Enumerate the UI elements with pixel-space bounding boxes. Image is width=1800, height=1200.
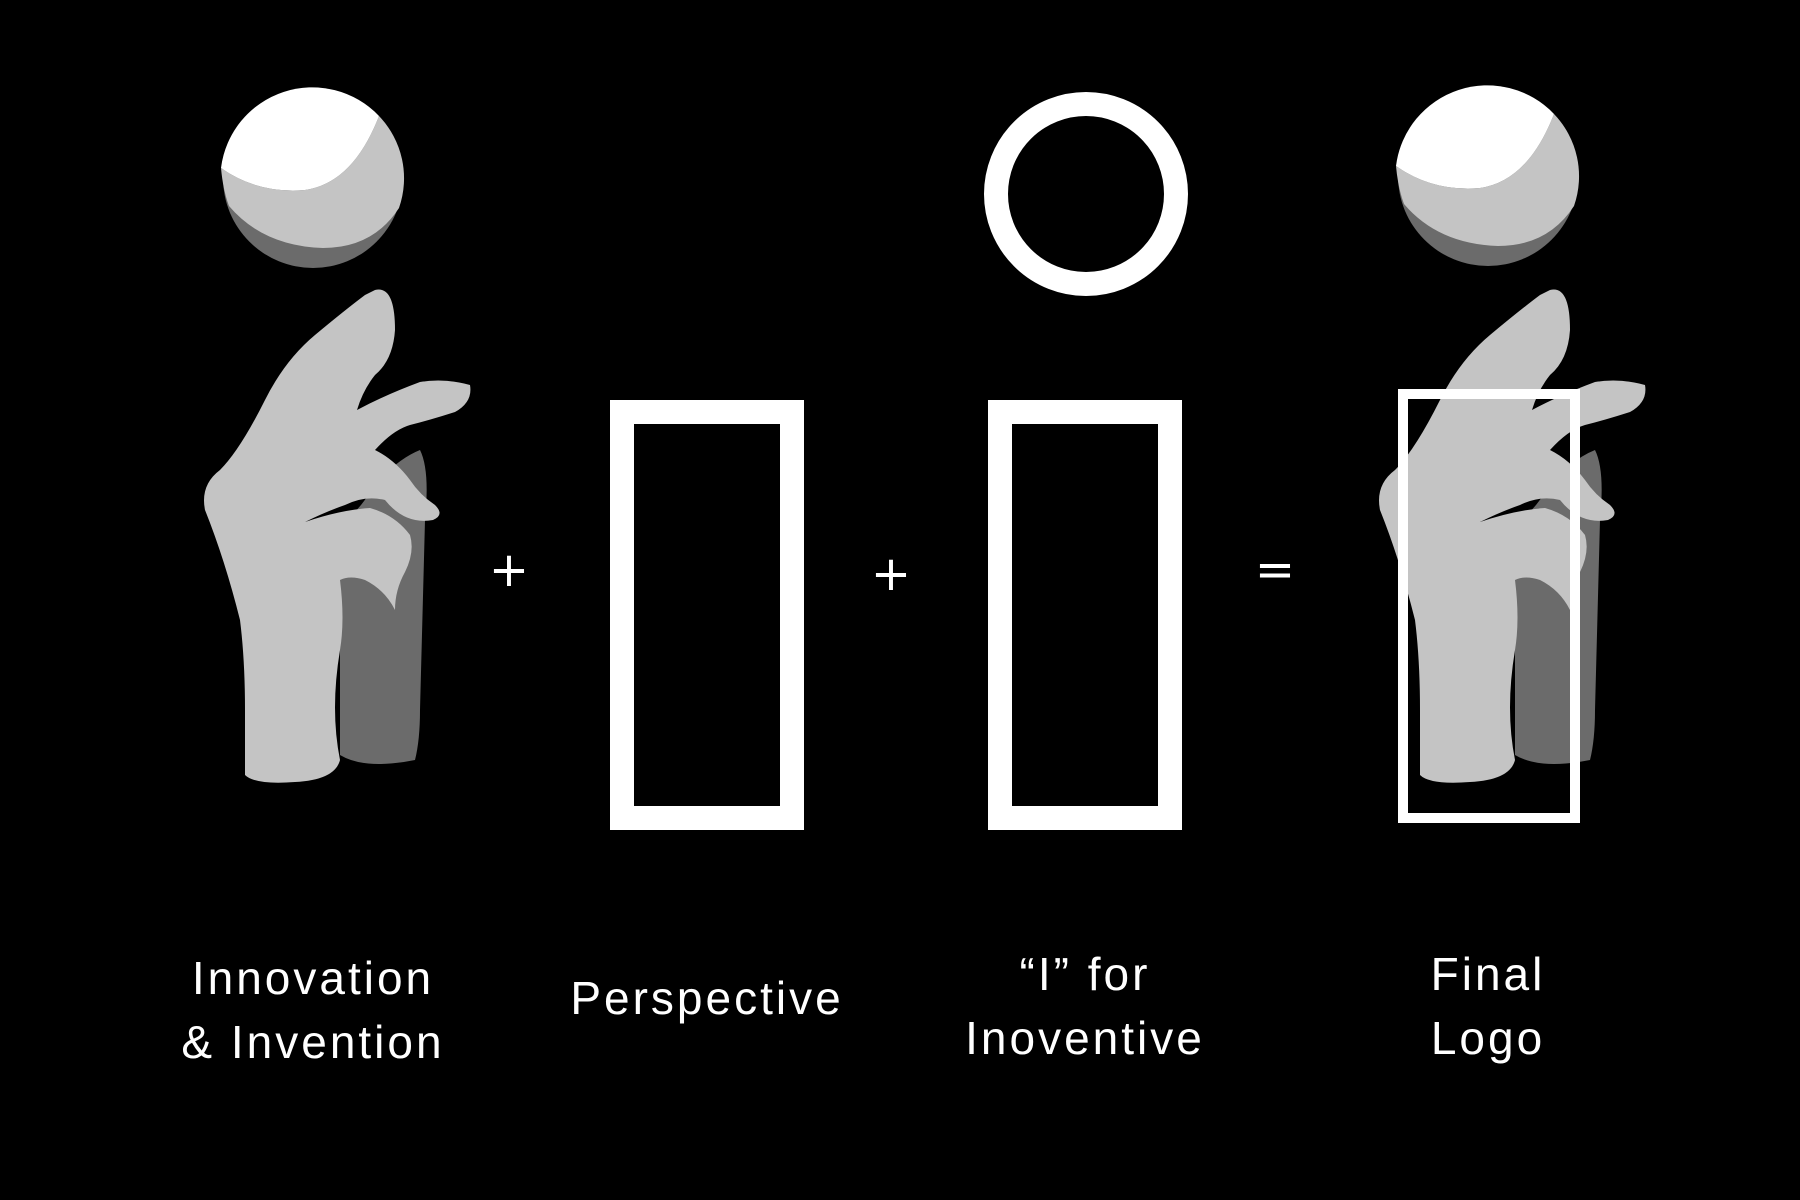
- caption-innovation-line1: Innovation: [191, 952, 435, 1004]
- caption-perspective-line1: Perspective: [570, 972, 844, 1024]
- caption-final-logo-line1: Final: [1430, 948, 1546, 1000]
- caption-final-logo-line2: Logo: [1430, 1012, 1546, 1064]
- equals-operator: =: [1254, 542, 1296, 598]
- final-logo-icon: [1379, 85, 1646, 823]
- caption-innovation-line2: & Invention: [181, 1016, 445, 1068]
- plus-operator-2: +: [870, 546, 912, 602]
- caption-letter-i: “I” for Inoventive: [935, 942, 1235, 1070]
- letter-i-outline-icon: [984, 92, 1188, 830]
- caption-perspective: Perspective: [557, 966, 857, 1030]
- innovation-hand-icon: [204, 87, 471, 783]
- caption-final-logo: Final Logo: [1338, 942, 1638, 1070]
- caption-letter-i-line1: “I” for: [1019, 948, 1151, 1000]
- perspective-rectangle-icon: [610, 400, 804, 830]
- plus-operator-1: +: [488, 542, 530, 598]
- caption-innovation: Innovation & Invention: [163, 946, 463, 1074]
- caption-letter-i-line2: Inoventive: [965, 1012, 1205, 1064]
